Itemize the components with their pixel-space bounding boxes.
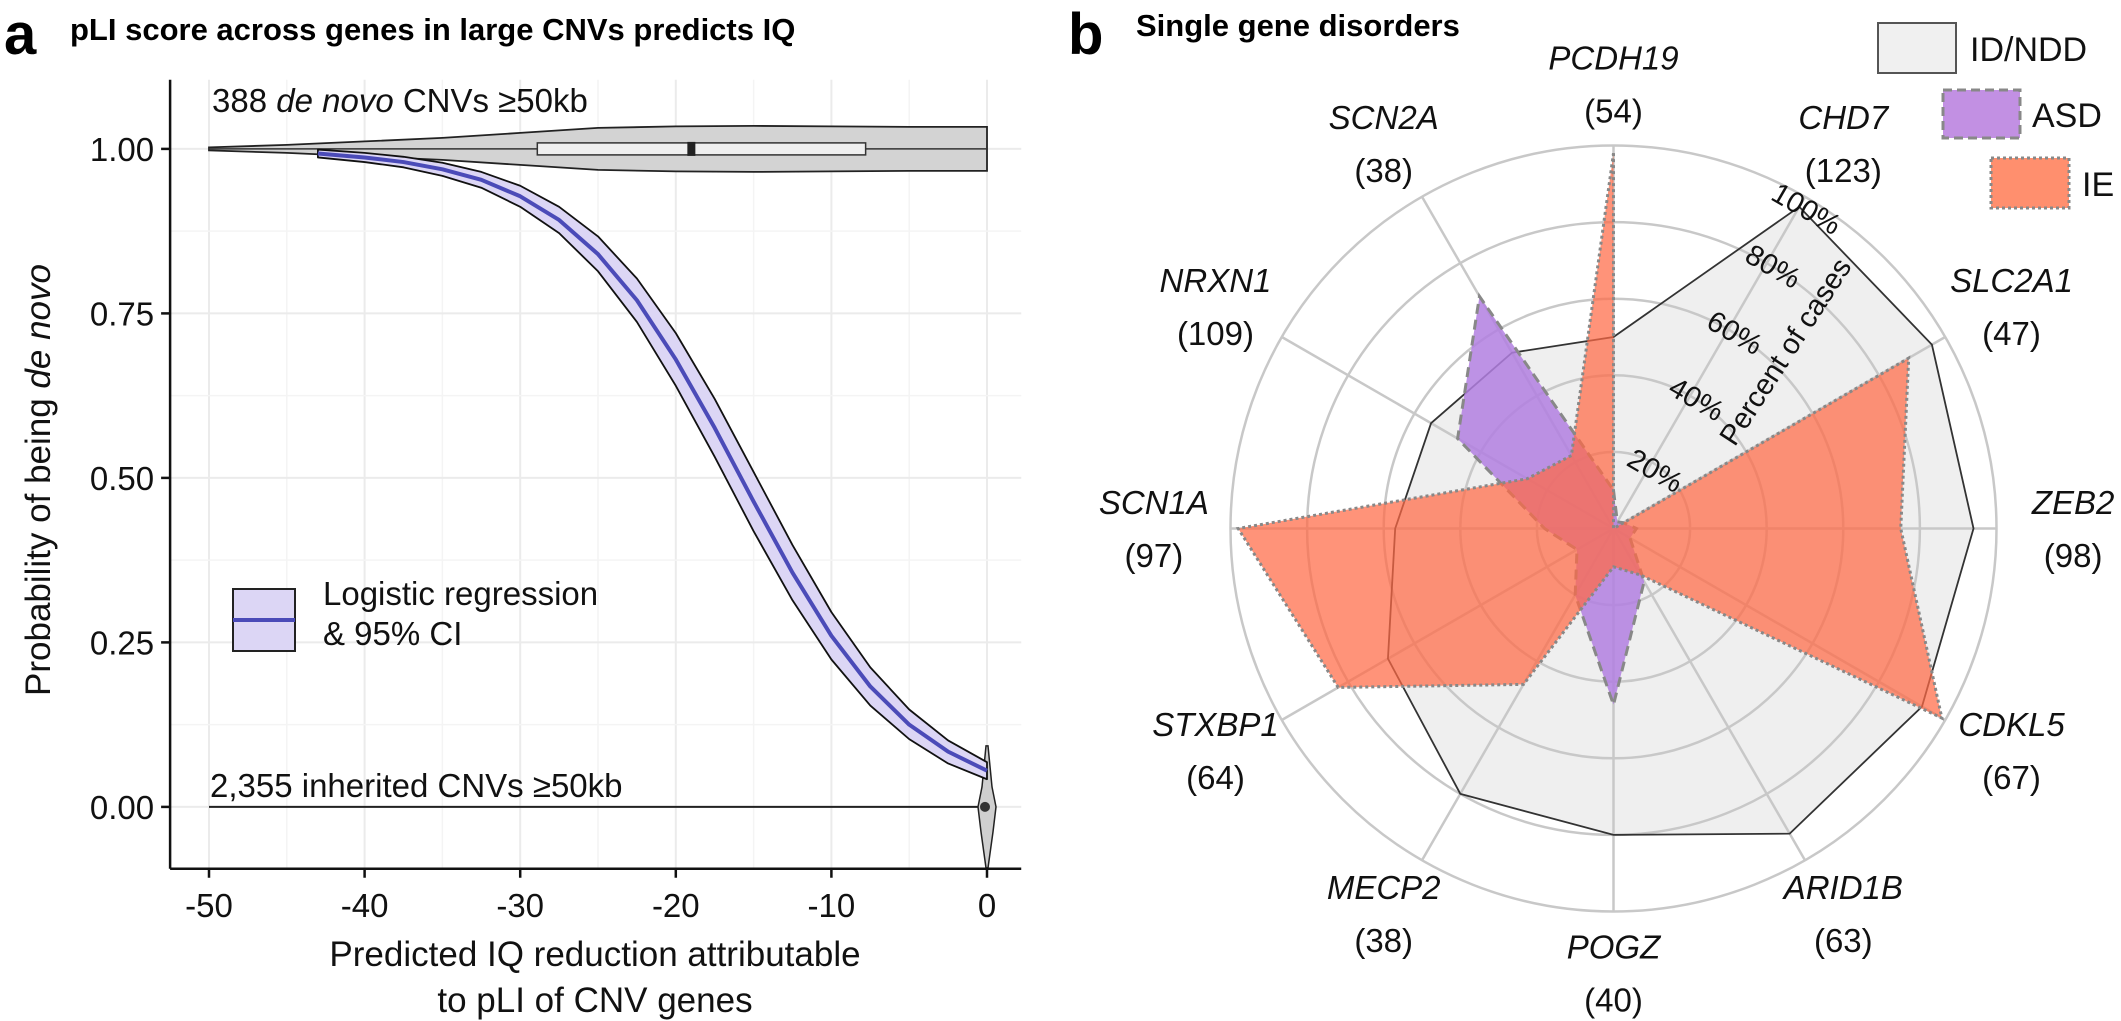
legend-asd-label: ASD (2032, 97, 2102, 135)
de-novo-median (687, 141, 696, 156)
gene-label: CDKL5 (1958, 706, 2065, 743)
panel-b-legend: ID/NDD ASD IE (1877, 22, 2114, 210)
y-tick-label: 0.75 (90, 295, 154, 332)
de-novo-violin (208, 124, 988, 173)
idndd-area-outline (1387, 205, 1975, 836)
gene-count-label: (109) (1177, 315, 1254, 352)
spoke-gridline (1612, 196, 1807, 530)
gene-count-label: (38) (1354, 922, 1413, 959)
legend-line2: & 95% CI (323, 615, 462, 652)
panel-b-letter: b (1068, 2, 1103, 67)
panel-a-title: pLI score across genes in large CNVs pre… (70, 12, 795, 47)
y-tick-label: 0.25 (90, 624, 154, 661)
logistic-series (317, 148, 988, 781)
gene-count-label: (40) (1584, 981, 1643, 1018)
gene-label: SCN1A (1099, 484, 1209, 521)
y-axis-label-plain: Probability of being (19, 389, 58, 696)
radar-chart: 20%40%60%80%100%Percent of casesPCDH19(5… (1099, 40, 2114, 1019)
gene-label: SLC2A1 (1950, 262, 2073, 299)
gene-count-label: (64) (1186, 759, 1245, 796)
y-tick-label: 0.50 (90, 460, 154, 497)
spoke-gridline (1612, 527, 1807, 861)
gene-count-label: (97) (1125, 537, 1184, 574)
legend-asd-swatch (1941, 88, 2022, 140)
legend-ie-label: IE (2082, 166, 2114, 204)
y-axis-label-italic: de novo (19, 264, 58, 389)
x-tick-label: 0 (978, 887, 996, 924)
gene-count-label: (123) (1805, 152, 1882, 189)
de-novo-annotation-count: 388 (212, 82, 276, 119)
gene-label: MECP2 (1327, 869, 1441, 906)
x-tick-label: -50 (185, 887, 233, 924)
gene-count-label: (54) (1584, 93, 1643, 130)
x-axis-label-line2: to pLI of CNV genes (437, 981, 752, 1020)
gene-label: CHD7 (1798, 99, 1889, 136)
de-novo-annotation-rest: CNVs ≥50kb (394, 82, 588, 119)
gene-count-label: (38) (1354, 152, 1413, 189)
legend-ie-swatch (1989, 156, 2071, 210)
logistic-fit-line (317, 151, 988, 773)
x-axis-label-line1: Predicted IQ reduction attributable (329, 935, 860, 974)
de-novo-box (536, 142, 867, 156)
gene-label: ZEB2 (2031, 484, 2115, 521)
ie-area (1235, 152, 1944, 721)
panel-a-legend: Logistic regression & 95% CI (232, 575, 598, 652)
y-axis-label: Probability of being de novo (19, 264, 58, 696)
gene-label: STXBP1 (1152, 706, 1279, 743)
legend-idndd-label: ID/NDD (1970, 31, 2087, 69)
legend-line1: Logistic regression (323, 575, 598, 612)
gene-label: PCDH19 (1548, 40, 1678, 77)
inherited-violin (209, 745, 997, 869)
panel-a-axes: 0.00 0.25 0.50 0.75 1.00 -50 -40 -30 -20 -10 0 (90, 79, 1022, 924)
y-tick-label: 0.00 (90, 789, 154, 826)
gene-label: SCN2A (1329, 99, 1439, 136)
panel-a-grid (170, 79, 1022, 869)
gene-count-label: (47) (1982, 315, 2041, 352)
de-novo-annotation-italic: de novo (276, 82, 393, 119)
gene-label: ARID1B (1782, 869, 1903, 906)
gene-count-label: (63) (1814, 922, 1873, 959)
legend-idndd-swatch (1877, 22, 1957, 74)
inherited-annotation: 2,355 inherited CNVs ≥50kb (210, 767, 623, 804)
y-tick-label: 1.00 (90, 131, 154, 168)
x-tick-label: -40 (341, 887, 389, 924)
panel-b-title: Single gene disorders (1136, 8, 1460, 43)
panel-a-letter: a (4, 2, 37, 67)
gene-label: POGZ (1567, 928, 1662, 965)
inherited-median (980, 801, 990, 812)
x-tick-label: -30 (496, 887, 544, 924)
de-novo-annotation: 388 de novo CNVs ≥50kb (212, 82, 588, 119)
x-tick-label: -10 (808, 887, 856, 924)
gene-count-label: (67) (1982, 759, 2041, 796)
gene-label: NRXN1 (1160, 262, 1272, 299)
x-tick-label: -20 (652, 887, 700, 924)
ci-band (317, 148, 988, 781)
gene-count-label: (98) (2044, 537, 2103, 574)
